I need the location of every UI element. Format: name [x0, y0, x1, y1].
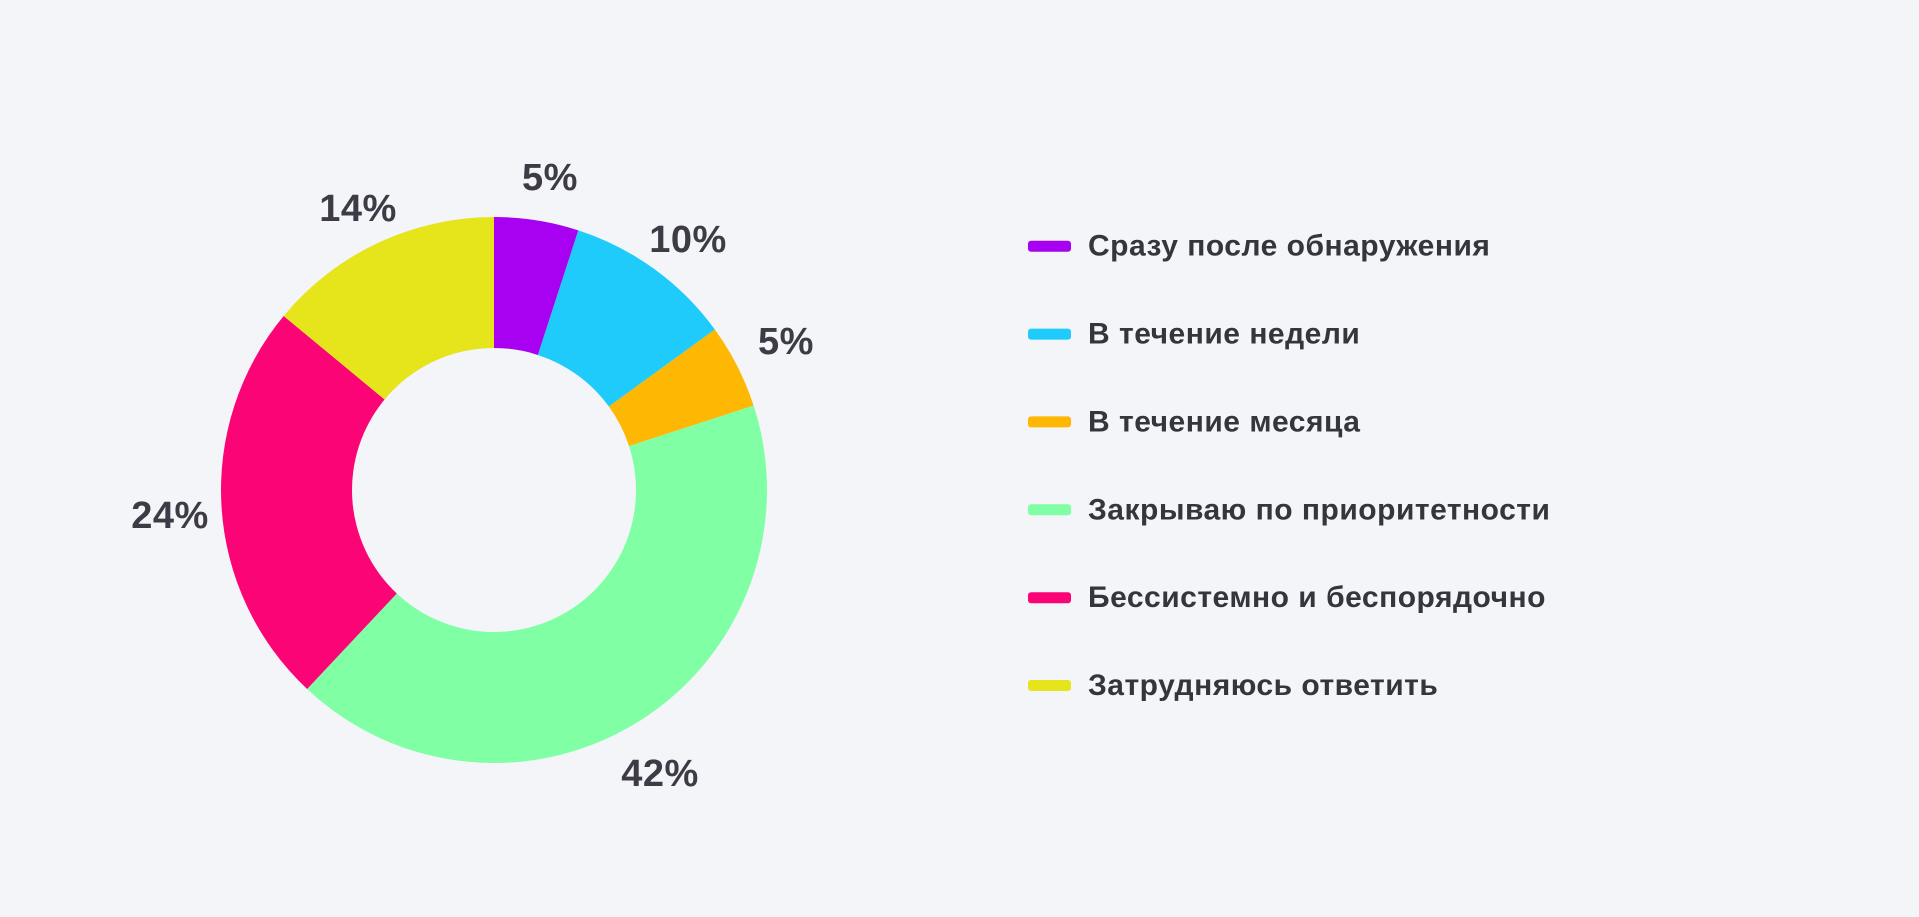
svg-text:В течение недели: В течение недели	[1088, 318, 1360, 351]
svg-text:Бессистемно и беспорядочно: Бессистемно и беспорядочно	[1088, 581, 1546, 614]
svg-text:Сразу после обнаружения: Сразу после обнаружения	[1088, 230, 1490, 263]
svg-text:24%: 24%	[131, 495, 209, 537]
svg-text:10%: 10%	[649, 219, 727, 261]
svg-text:5%: 5%	[758, 321, 814, 363]
svg-text:42%: 42%	[621, 753, 699, 795]
svg-text:В течение месяца: В течение месяца	[1088, 405, 1360, 438]
svg-text:14%: 14%	[319, 188, 397, 230]
svg-text:Затрудняюсь ответить: Затрудняюсь ответить	[1088, 669, 1438, 702]
svg-text:5%: 5%	[522, 157, 578, 199]
svg-text:Закрываю по приоритетности: Закрываю по приоритетности	[1088, 493, 1550, 526]
